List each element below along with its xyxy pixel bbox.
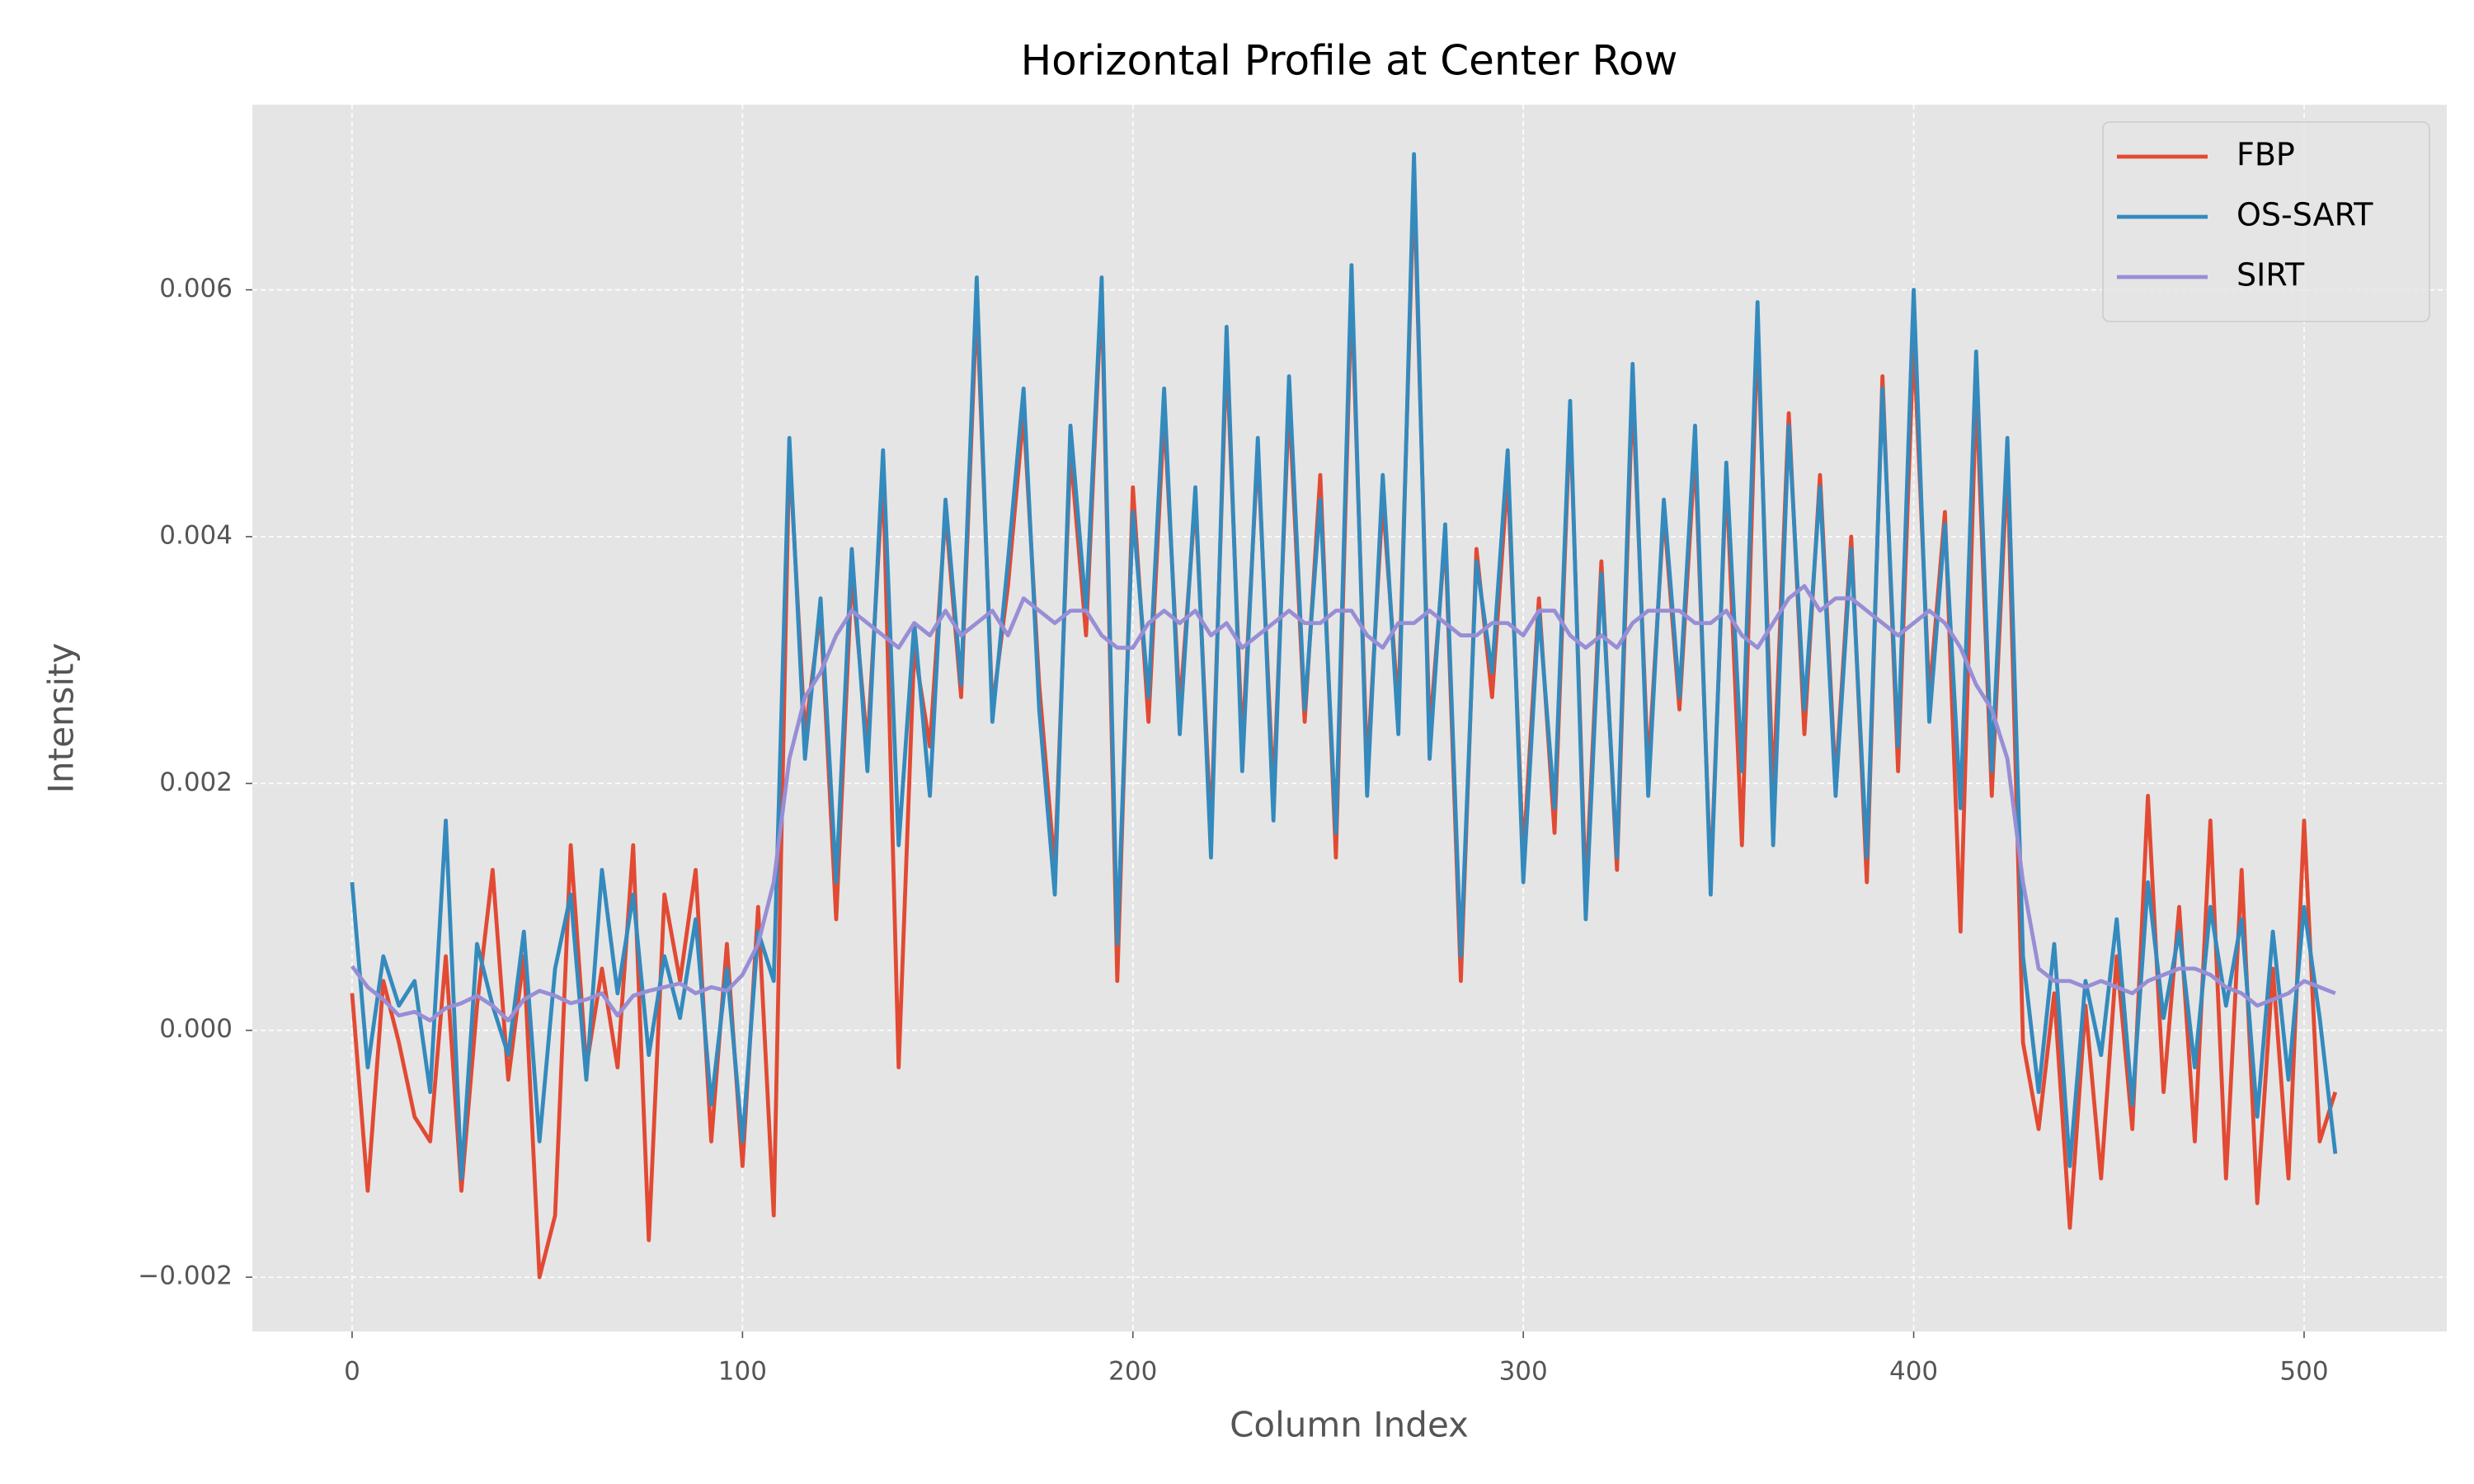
x-tick-label: 400 [1889, 1357, 1938, 1387]
lines [350, 152, 2338, 1280]
y-tick-label: 0.000 [159, 1014, 233, 1044]
y-tick-label: 0.004 [159, 520, 233, 550]
y-tick-label: 0.002 [159, 768, 233, 797]
chart-title: Horizontal Profile at Center Row [1021, 37, 1678, 85]
y-tick-label: −0.002 [138, 1261, 233, 1291]
x-tick-label: 100 [718, 1357, 767, 1387]
legend-label: FBP [2236, 137, 2295, 173]
x-axis-label: Column Index [1230, 1405, 1469, 1445]
x-tick-label: 300 [1499, 1357, 1548, 1387]
legend-label: SIRT [2236, 257, 2305, 294]
ticks: 0 100 200 300 400 500 −0.002 0.000 0.002 0.004 0.0… [138, 274, 2328, 1386]
y-tick-label: 0.006 [159, 274, 233, 303]
series-line [350, 152, 2338, 1181]
x-tick-label: 500 [2279, 1357, 2328, 1387]
legend-box [2102, 121, 2430, 322]
legend-label: OS-SART [2236, 197, 2373, 233]
legend: FBP OS-SART SIRT [2102, 121, 2430, 322]
series-line [350, 584, 2336, 1023]
y-axis-label: Intensity [41, 643, 82, 794]
x-tick-label: 0 [344, 1357, 360, 1387]
x-tick-label: 200 [1108, 1357, 1157, 1387]
